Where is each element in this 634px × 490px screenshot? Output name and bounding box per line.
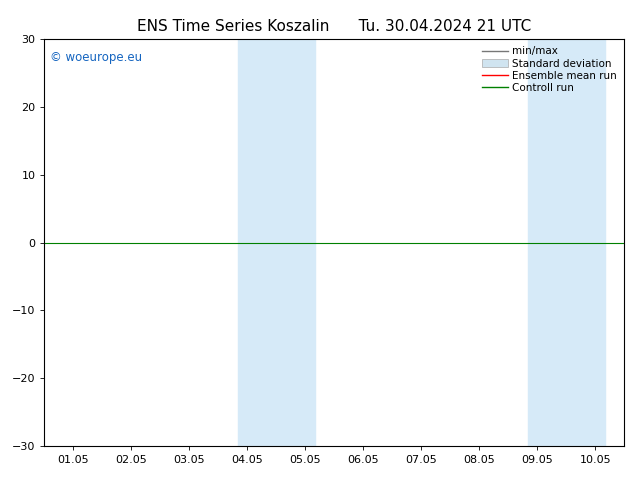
Bar: [276, 39, 315, 446]
Text: © woeurope.eu: © woeurope.eu: [50, 51, 142, 64]
Bar: [238, 39, 276, 446]
Title: ENS Time Series Koszalin      Tu. 30.04.2024 21 UTC: ENS Time Series Koszalin Tu. 30.04.2024 …: [138, 19, 531, 34]
Legend: min/max, Standard deviation, Ensemble mean run, Controll run: min/max, Standard deviation, Ensemble me…: [480, 45, 619, 95]
Bar: [567, 39, 605, 446]
Bar: [527, 39, 567, 446]
